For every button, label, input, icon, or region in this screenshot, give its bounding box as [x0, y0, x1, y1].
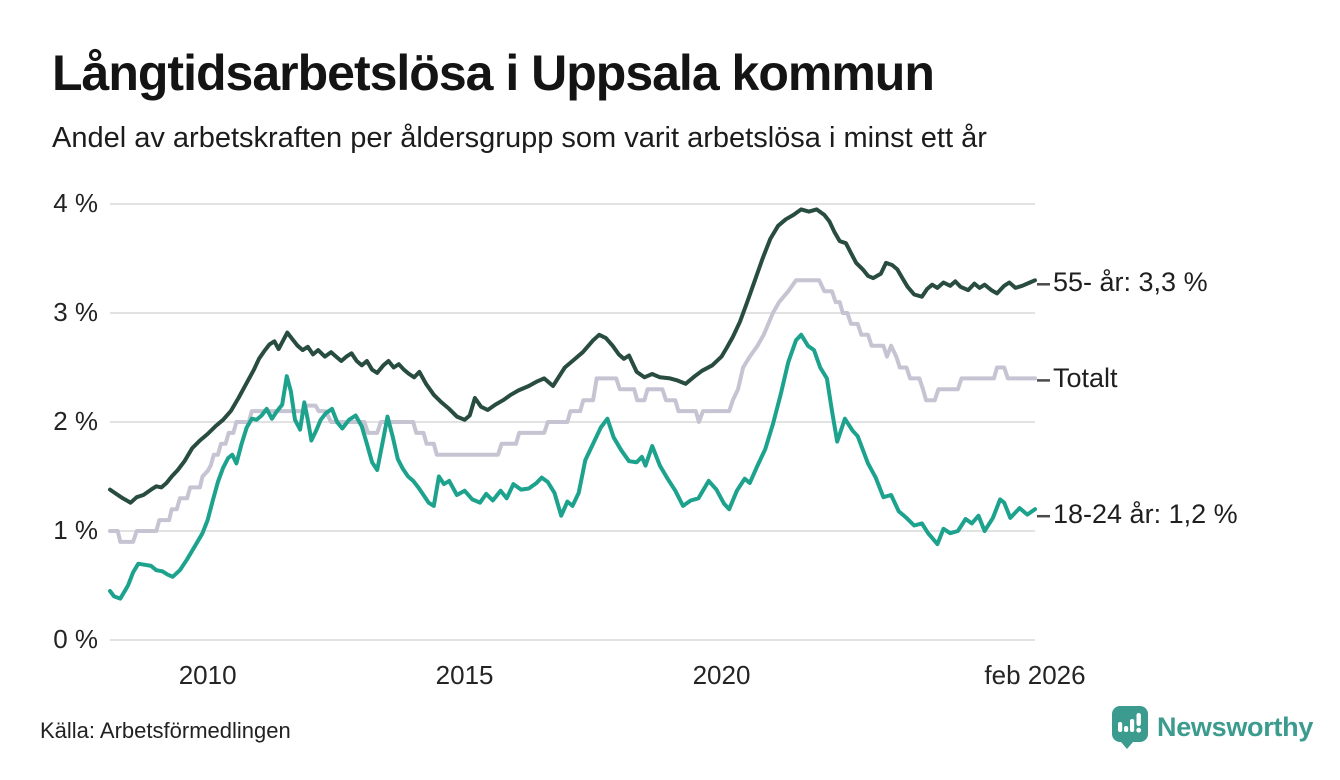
x-axis-tick-label: 2015: [435, 660, 494, 690]
logo-bar-icon: [1130, 719, 1135, 732]
series-line-18-24: [108, 332, 1037, 601]
series-line-totalt: [108, 278, 1037, 544]
newsworthy-logo-icon: [1112, 706, 1148, 749]
series-end-label-totalt: Totalt: [1053, 363, 1118, 394]
brand-name: Newsworthy: [1157, 711, 1314, 742]
series-line-55plus: [108, 207, 1037, 505]
newsworthy-brand: Newsworthy: [1110, 704, 1313, 750]
logo-bar-icon: [1124, 726, 1129, 732]
x-axis-tick-label: 2010: [178, 660, 237, 690]
logo-exclamation-dot-icon: [1136, 727, 1142, 733]
y-axis-tick-label: 4 %: [53, 188, 98, 218]
y-axis-tick-label: 3 %: [53, 297, 98, 327]
logo-exclamation-icon: [1136, 713, 1141, 726]
y-axis-tick-label: 1 %: [53, 515, 98, 545]
logo-bar-icon: [1118, 722, 1123, 732]
series-end-label-55plus: 55- år: 3,3 %: [1053, 267, 1208, 298]
source-note: Källa: Arbetsförmedlingen: [40, 718, 291, 743]
page-subtitle: Andel av arbetskraften per åldersgrupp s…: [52, 122, 987, 154]
y-axis-tick-label: 2 %: [53, 406, 98, 436]
x-axis-tick-label: 2020: [692, 660, 751, 690]
series-end-label-18-24: 18-24 år: 1,2 %: [1053, 499, 1238, 530]
page-title: Långtidsarbetslösa i Uppsala kommun: [52, 45, 935, 101]
y-axis-tick-label: 0 %: [53, 624, 98, 654]
x-axis-tick-label: feb 2026: [984, 660, 1086, 690]
